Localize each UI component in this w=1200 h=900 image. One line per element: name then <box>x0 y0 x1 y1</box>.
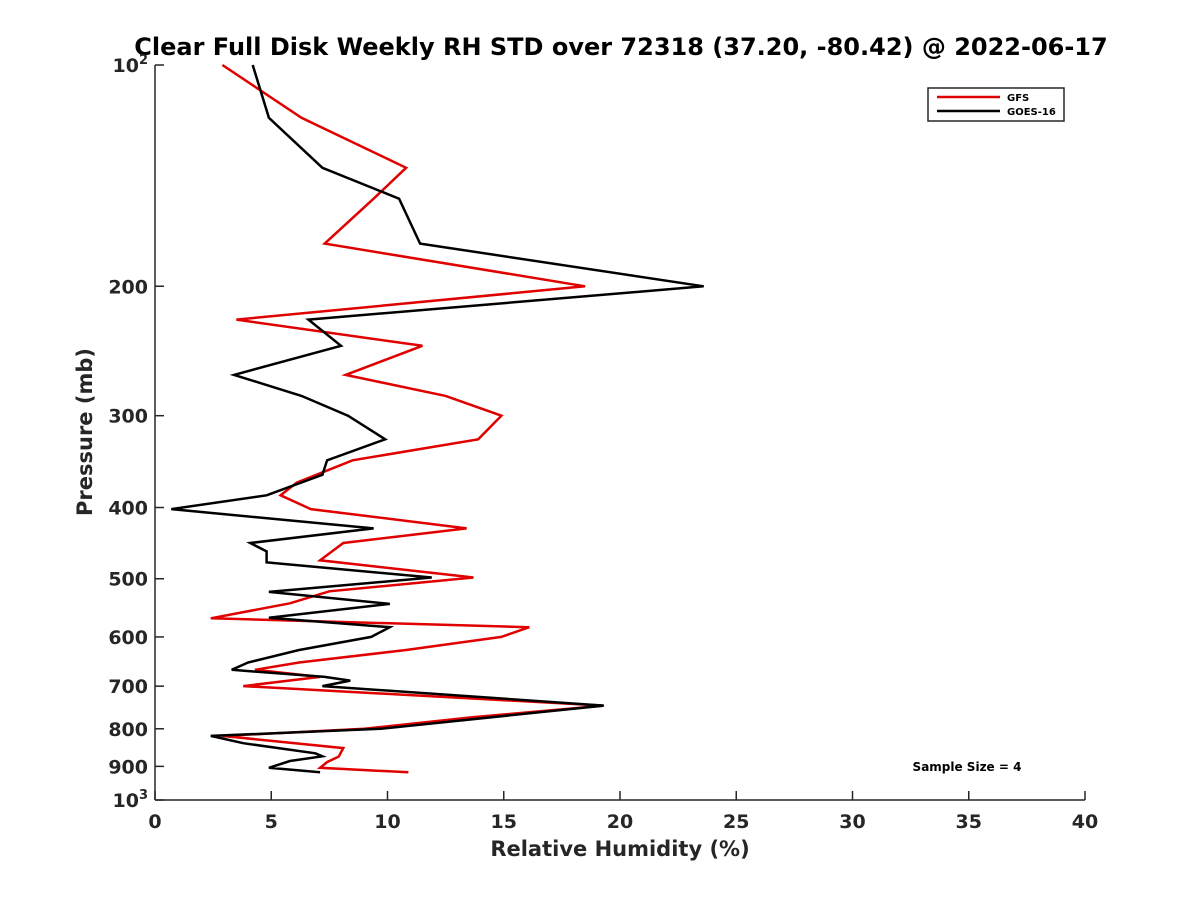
y-tick-label: 500 <box>108 569 148 591</box>
x-tick-label: 20 <box>607 811 633 833</box>
legend-entry-label: GOES-16 <box>1007 107 1056 118</box>
x-tick-label: 0 <box>148 811 161 833</box>
legend: GFS GOES-16 <box>927 87 1065 122</box>
y-tick-label: 103 <box>113 788 149 812</box>
x-tick-label: 25 <box>723 811 749 833</box>
y-tick-label: 102 <box>113 53 149 77</box>
y-tick-label: 600 <box>108 627 148 649</box>
y-tick-label: 800 <box>108 719 148 741</box>
x-tick-label: 15 <box>491 811 517 833</box>
y-tick-label: 300 <box>108 406 148 428</box>
x-tick-label: 30 <box>839 811 865 833</box>
y-tick-label: 400 <box>108 498 148 520</box>
legend-box <box>927 87 1065 122</box>
y-axis-ticks: 102 200 300 400 500 600 700 800 900 103 <box>108 53 164 812</box>
series-lines <box>171 63 704 774</box>
x-tick-label: 40 <box>1072 811 1098 833</box>
chart-title: Clear Full Disk Weekly RH STD over 72318… <box>134 33 1107 61</box>
sample-size-annotation: Sample Size = 4 <box>913 760 1022 774</box>
x-tick-label: 5 <box>265 811 278 833</box>
x-axis-label: Relative Humidity (%) <box>490 837 749 861</box>
y-tick-label: 200 <box>108 276 148 298</box>
x-tick-label: 10 <box>374 811 400 833</box>
x-tick-label: 35 <box>956 811 982 833</box>
series-line-gfs <box>210 63 604 774</box>
x-axis-ticks: 0 5 10 15 20 25 30 35 40 <box>148 791 1098 833</box>
series-line-goes-16 <box>171 64 704 774</box>
legend-entry-label: GFS <box>1007 93 1029 104</box>
y-tick-label: 900 <box>108 756 148 778</box>
y-axis-label: Pressure (mb) <box>73 348 97 516</box>
y-tick-label: 700 <box>108 676 148 698</box>
